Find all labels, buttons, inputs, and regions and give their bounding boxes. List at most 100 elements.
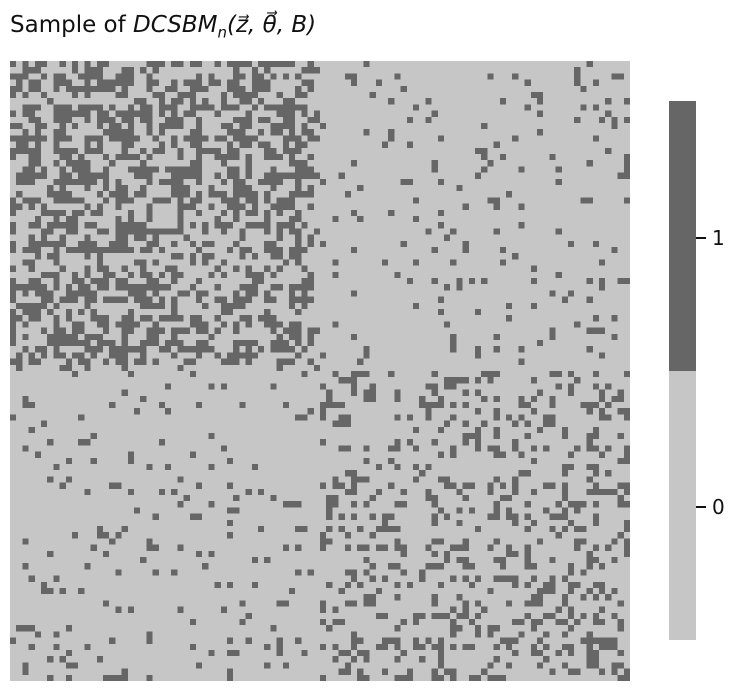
heatmap-cell	[462, 606, 469, 613]
heatmap-cell	[450, 414, 457, 421]
heatmap-cell	[394, 526, 401, 533]
heatmap-cell	[59, 147, 66, 154]
heatmap-cell	[332, 495, 339, 502]
heatmap-cell	[468, 482, 475, 489]
heatmap-cell	[34, 451, 41, 458]
heatmap-cell	[549, 395, 556, 402]
heatmap-cell	[78, 104, 85, 111]
heatmap-cell	[152, 327, 159, 334]
heatmap-cell	[34, 302, 41, 309]
heatmap-cell	[84, 73, 91, 80]
heatmap-cell	[574, 501, 581, 508]
heatmap-cell	[369, 575, 376, 582]
heatmap-cell	[251, 135, 258, 142]
heatmap-cell	[568, 389, 575, 396]
heatmap-cell	[307, 296, 314, 303]
heatmap-cell	[220, 154, 227, 161]
heatmap-cell	[233, 209, 240, 216]
heatmap-cell	[394, 271, 401, 278]
heatmap-cell	[344, 73, 351, 80]
heatmap-cell	[344, 668, 351, 675]
heatmap-cell	[512, 476, 519, 483]
heatmap-cell	[431, 402, 438, 409]
heatmap-cell	[444, 557, 451, 564]
heatmap-cell	[189, 135, 196, 142]
heatmap-cell	[487, 482, 494, 489]
heatmap-cell	[220, 191, 227, 198]
heatmap-cell	[270, 271, 277, 278]
heatmap-cell	[171, 191, 178, 198]
heatmap-cell	[41, 92, 48, 99]
heatmap-cell	[605, 110, 612, 117]
heatmap-cell	[344, 662, 351, 669]
heatmap-cell	[251, 104, 258, 111]
heatmap-cell	[28, 147, 35, 154]
heatmap-cell	[103, 340, 110, 347]
heatmap-cell	[320, 600, 327, 607]
heatmap-cell	[53, 302, 60, 309]
heatmap-cell	[183, 290, 190, 297]
heatmap-cell	[158, 296, 165, 303]
heatmap-cell	[59, 333, 66, 340]
heatmap-cell	[208, 501, 215, 508]
heatmap-cell	[239, 178, 246, 185]
heatmap-cell	[586, 327, 593, 334]
heatmap-cell	[264, 141, 271, 148]
heatmap-cell	[363, 569, 370, 576]
heatmap-cell	[115, 674, 122, 681]
heatmap-cell	[481, 420, 488, 427]
heatmap-cell	[518, 414, 525, 421]
heatmap-cell	[233, 352, 240, 359]
heatmap-cell	[369, 532, 376, 539]
heatmap-cell	[65, 197, 72, 204]
heatmap-cell	[196, 340, 203, 347]
heatmap-cell	[462, 389, 469, 396]
heatmap-cell	[419, 569, 426, 576]
heatmap-cell	[245, 154, 252, 161]
heatmap-cell	[258, 526, 265, 533]
heatmap-cell	[611, 395, 618, 402]
heatmap-cell	[537, 129, 544, 136]
heatmap-cell	[586, 61, 593, 68]
heatmap-cell	[394, 464, 401, 471]
heatmap-cell	[394, 439, 401, 446]
heatmap-cell	[220, 606, 227, 613]
heatmap-cell	[295, 178, 302, 185]
heatmap-cell	[530, 445, 537, 452]
heatmap-cell	[537, 594, 544, 601]
heatmap-cell	[177, 147, 184, 154]
heatmap-cell	[177, 154, 184, 161]
heatmap-cell	[65, 247, 72, 254]
heatmap-cell	[233, 92, 240, 99]
heatmap-cell	[134, 507, 141, 514]
heatmap-cell	[320, 123, 327, 130]
heatmap-cell	[134, 234, 141, 241]
heatmap-cell	[475, 426, 482, 433]
heatmap-cell	[313, 327, 320, 334]
heatmap-cell	[344, 488, 351, 495]
heatmap-cell	[16, 85, 23, 92]
heatmap-cell	[41, 166, 48, 173]
heatmap-cell	[475, 600, 482, 607]
heatmap-cell	[227, 123, 234, 130]
heatmap-cell	[332, 619, 339, 626]
heatmap-cell	[462, 495, 469, 502]
heatmap-cell	[344, 532, 351, 539]
heatmap-cell	[22, 67, 29, 74]
heatmap-cell	[320, 544, 327, 551]
heatmap-cell	[326, 526, 333, 533]
heatmap-cell	[214, 352, 221, 359]
heatmap-cell	[103, 674, 110, 681]
heatmap-cell	[109, 191, 116, 198]
heatmap-cell	[189, 371, 196, 378]
heatmap-cell	[47, 439, 54, 446]
heatmap-cell	[276, 600, 283, 607]
heatmap-cell	[41, 352, 48, 359]
heatmap-cell	[530, 519, 537, 526]
heatmap-cell	[561, 470, 568, 477]
heatmap-cell	[140, 104, 147, 111]
heatmap-cell	[34, 85, 41, 92]
heatmap-cell	[351, 389, 358, 396]
heatmap-cell	[10, 147, 17, 154]
heatmap-cell	[599, 637, 606, 644]
